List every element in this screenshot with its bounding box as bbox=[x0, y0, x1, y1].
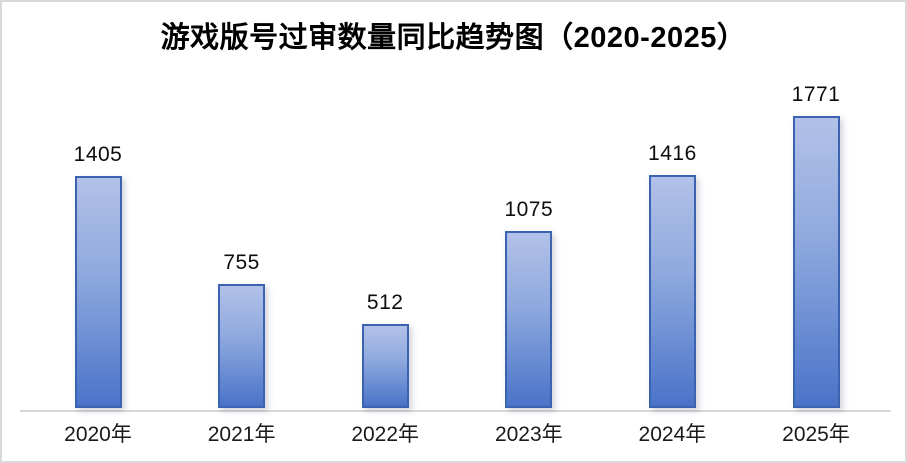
x-axis-label: 2024年 bbox=[638, 423, 707, 446]
bar-value-label: 1075 bbox=[504, 198, 554, 221]
bar-group: 1416 bbox=[622, 143, 722, 408]
bar-value-label: 1416 bbox=[648, 142, 697, 165]
x-axis-label: 2025年 bbox=[782, 423, 850, 446]
bar bbox=[648, 175, 696, 408]
bar-value-label: 755 bbox=[223, 251, 260, 274]
bar bbox=[218, 284, 266, 408]
x-axis-label: 2021年 bbox=[207, 423, 276, 446]
bar-group: 1405 bbox=[48, 144, 148, 408]
bar-group: 1771 bbox=[766, 84, 866, 408]
chart-title: 游戏版号过审数量同比趋势图（2020-2025） bbox=[160, 22, 747, 54]
bar bbox=[74, 176, 122, 408]
bar bbox=[792, 116, 840, 408]
bar-group: 1075 bbox=[479, 199, 579, 408]
bar-value-label: 1771 bbox=[791, 83, 841, 106]
x-axis-label: 2020年 bbox=[64, 423, 132, 446]
x-axis-label: 2022年 bbox=[351, 423, 420, 446]
bar-value-label: 1405 bbox=[73, 143, 123, 166]
bar-value-label: 512 bbox=[366, 291, 404, 314]
bar-group: 755 bbox=[192, 252, 292, 408]
bar-group: 512 bbox=[335, 292, 435, 408]
x-axis-line bbox=[20, 410, 891, 412]
bar bbox=[505, 231, 553, 408]
bar bbox=[361, 324, 409, 408]
x-axis-label: 2023年 bbox=[494, 423, 563, 446]
